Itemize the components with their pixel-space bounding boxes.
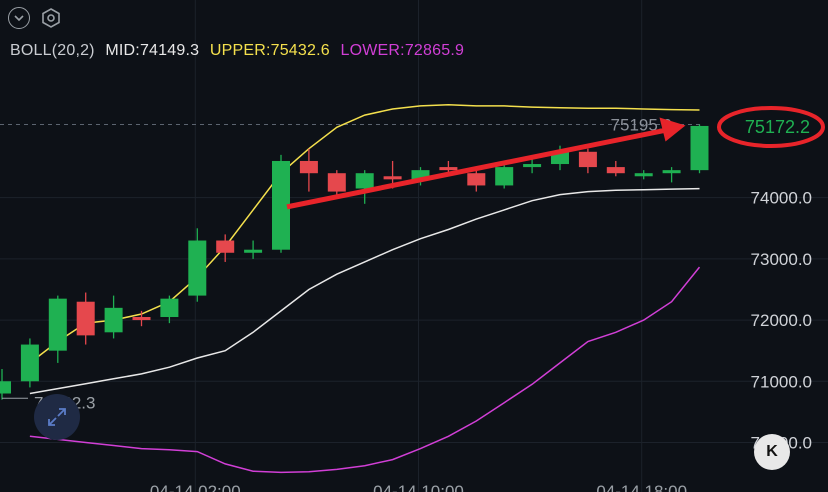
y-tick-label: 72000.0	[751, 311, 812, 330]
candle-body	[272, 160, 290, 250]
candle-body	[216, 240, 235, 253]
candle-body	[383, 176, 402, 180]
candle-body	[690, 125, 709, 171]
candle-body	[160, 298, 179, 318]
candle-body	[439, 167, 458, 171]
candle-body	[634, 173, 653, 177]
chart-toolbar	[8, 4, 62, 32]
expand-arrows-icon	[48, 408, 66, 426]
boll-lower-value: LOWER:72865.9	[340, 42, 465, 59]
x-tick-label: 04-14 18:00	[596, 482, 687, 492]
boll-mid-line	[29, 187, 700, 395]
expand-button[interactable]	[34, 394, 80, 440]
candle-body	[299, 160, 318, 174]
y-tick-label: 71000.0	[751, 372, 812, 391]
boll-mid-value: MID:74149.3	[105, 42, 200, 59]
last-price-highlight	[717, 105, 825, 148]
candle-body	[76, 301, 95, 336]
last-price-label: 75172.2	[745, 117, 810, 137]
candle-body	[523, 164, 542, 168]
boll-lower-line	[29, 266, 701, 474]
settings-hex-icon[interactable]	[40, 7, 62, 29]
candle-body	[327, 173, 346, 192]
candle-body	[132, 317, 151, 321]
trend-arrow	[286, 127, 670, 210]
collapse-left-icon: K	[766, 443, 778, 460]
candle-body	[20, 344, 39, 382]
boll-legend[interactable]: BOLL(20,2) MID:74149.3 UPPER:75432.6 LOW…	[10, 42, 470, 60]
collapse-left-button[interactable]: K	[754, 434, 790, 470]
boll-label: BOLL(20,2)	[10, 42, 95, 59]
x-tick-label: 04-14 02:00	[150, 482, 241, 492]
candle-body	[244, 249, 263, 253]
candle-body	[104, 307, 123, 333]
trend-arrow-head	[659, 117, 686, 142]
candle-body	[411, 170, 430, 180]
candle-body	[355, 173, 374, 189]
candle-body	[578, 151, 597, 168]
candle-body	[188, 240, 207, 296]
candle-body	[662, 170, 681, 174]
boll-upper-value: UPPER:75432.6	[209, 42, 330, 59]
chevron-down-icon[interactable]	[8, 7, 30, 29]
x-tick-label: 04-14 10:00	[373, 482, 464, 492]
y-tick-label: 74000.0	[751, 189, 812, 208]
candle-body	[48, 298, 67, 351]
candle-body	[495, 167, 514, 186]
y-tick-label: 73000.0	[751, 250, 812, 269]
candle-body	[467, 173, 486, 186]
candle-body	[606, 167, 625, 174]
candle-body	[0, 381, 11, 394]
